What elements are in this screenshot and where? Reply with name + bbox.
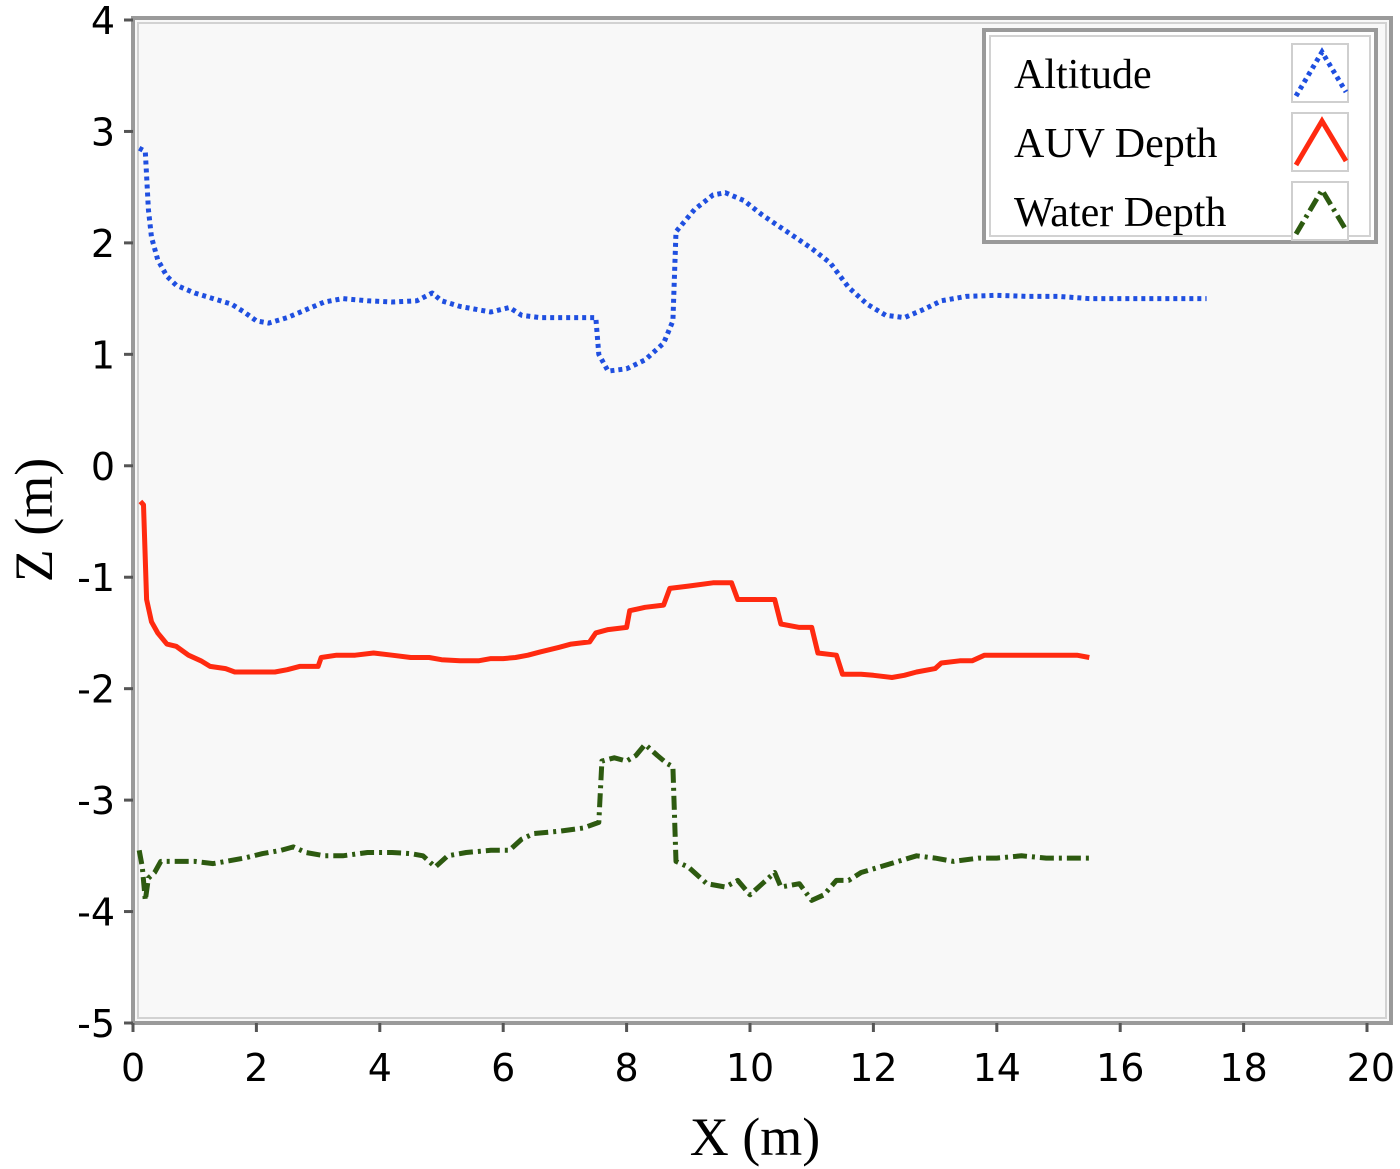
legend-box-inner bbox=[989, 35, 1371, 237]
x-axis-title: X (m) bbox=[690, 1107, 820, 1167]
x-tick-label: 14 bbox=[973, 1046, 1021, 1090]
x-tick-label: 12 bbox=[849, 1046, 897, 1090]
plot-frame-inner bbox=[137, 22, 1387, 1019]
series-line-water-depth bbox=[136, 741, 1090, 903]
y-tick-label: -3 bbox=[77, 779, 115, 823]
x-tick-label: 10 bbox=[726, 1046, 774, 1090]
series-line-auv-depth bbox=[138, 499, 1090, 680]
y-tick-label: -4 bbox=[77, 891, 115, 935]
y-tick-label: -1 bbox=[77, 556, 115, 600]
legend: Altitude AUV Depth Water Depth bbox=[982, 28, 1378, 244]
legend-label: Water Depth bbox=[1014, 190, 1226, 236]
x-tick-label: 0 bbox=[121, 1046, 145, 1090]
y-tick-label: 2 bbox=[91, 222, 115, 266]
x-tick-label: 16 bbox=[1096, 1046, 1144, 1090]
legend-swatch bbox=[1293, 47, 1349, 98]
series-line-altitude bbox=[138, 146, 1207, 374]
y-tick-label: 0 bbox=[91, 445, 115, 489]
x-tick-label: 4 bbox=[368, 1046, 392, 1090]
y-tick-label: 3 bbox=[91, 110, 115, 154]
y-tick-label: 4 bbox=[91, 0, 115, 43]
legend-label: AUV Depth bbox=[1014, 121, 1217, 167]
y-axis-title: Z (m) bbox=[4, 458, 64, 582]
legend-swatch bbox=[1293, 116, 1349, 167]
series-layer bbox=[136, 146, 1207, 903]
legend-label: Altitude bbox=[1014, 52, 1152, 98]
x-tick-label: 8 bbox=[615, 1046, 639, 1090]
y-tick-label: -2 bbox=[77, 668, 115, 712]
x-axis: 0 2 4 6 8 10 12 14 16 18 20 bbox=[121, 1023, 1395, 1090]
legend-items: Altitude AUV Depth Water Depth bbox=[1014, 43, 1349, 241]
x-tick-label: 20 bbox=[1347, 1046, 1395, 1090]
y-axis: 4 3 2 1 0 -1 -2 -3 -4 -5 bbox=[77, 0, 133, 1046]
x-tick-label: 2 bbox=[244, 1046, 268, 1090]
legend-swatch bbox=[1293, 185, 1349, 236]
x-tick-label: 18 bbox=[1219, 1046, 1267, 1090]
x-tick-label: 6 bbox=[491, 1046, 515, 1090]
y-tick-label: -5 bbox=[77, 1002, 115, 1046]
y-tick-label: 1 bbox=[91, 333, 115, 377]
